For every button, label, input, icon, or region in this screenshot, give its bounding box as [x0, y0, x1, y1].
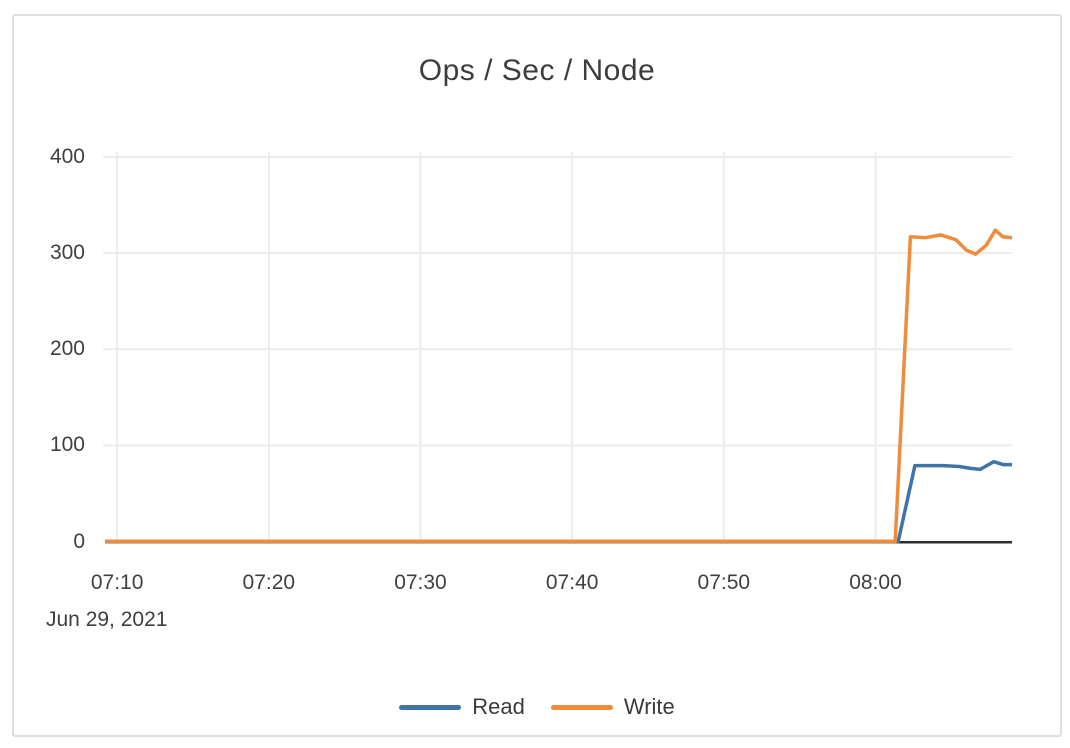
x-axis-date-label: Jun 29, 2021: [46, 608, 168, 631]
write-line-swatch-icon: [550, 704, 613, 710]
legend-label: Write: [623, 694, 675, 719]
x-tick-label: 08:00: [849, 571, 902, 594]
x-tick-label: 07:40: [545, 571, 599, 594]
y-tick-label: 0: [73, 529, 85, 553]
legend-label: Read: [472, 694, 525, 719]
y-tick-label: 100: [49, 433, 85, 457]
x-tick-label: 07:30: [394, 571, 447, 594]
y-tick-label: 200: [49, 337, 85, 361]
chart-title: Ops / Sec / Node: [418, 54, 656, 87]
y-tick-label: 400: [49, 145, 85, 168]
write-series-line: [105, 228, 1013, 544]
x-tick-label: 07:10: [90, 571, 144, 594]
x-tick-label: 07:50: [697, 571, 751, 594]
legend-item-read[interactable]: Read: [399, 694, 525, 720]
x-tick-label: 07:20: [242, 571, 296, 594]
y-tick-label: 300: [49, 241, 85, 265]
chart-card: [12, 14, 1062, 737]
legend-item-write[interactable]: Write: [550, 694, 675, 720]
read-line-swatch-icon: [399, 704, 462, 710]
legend: Read Write: [12, 694, 1062, 720]
